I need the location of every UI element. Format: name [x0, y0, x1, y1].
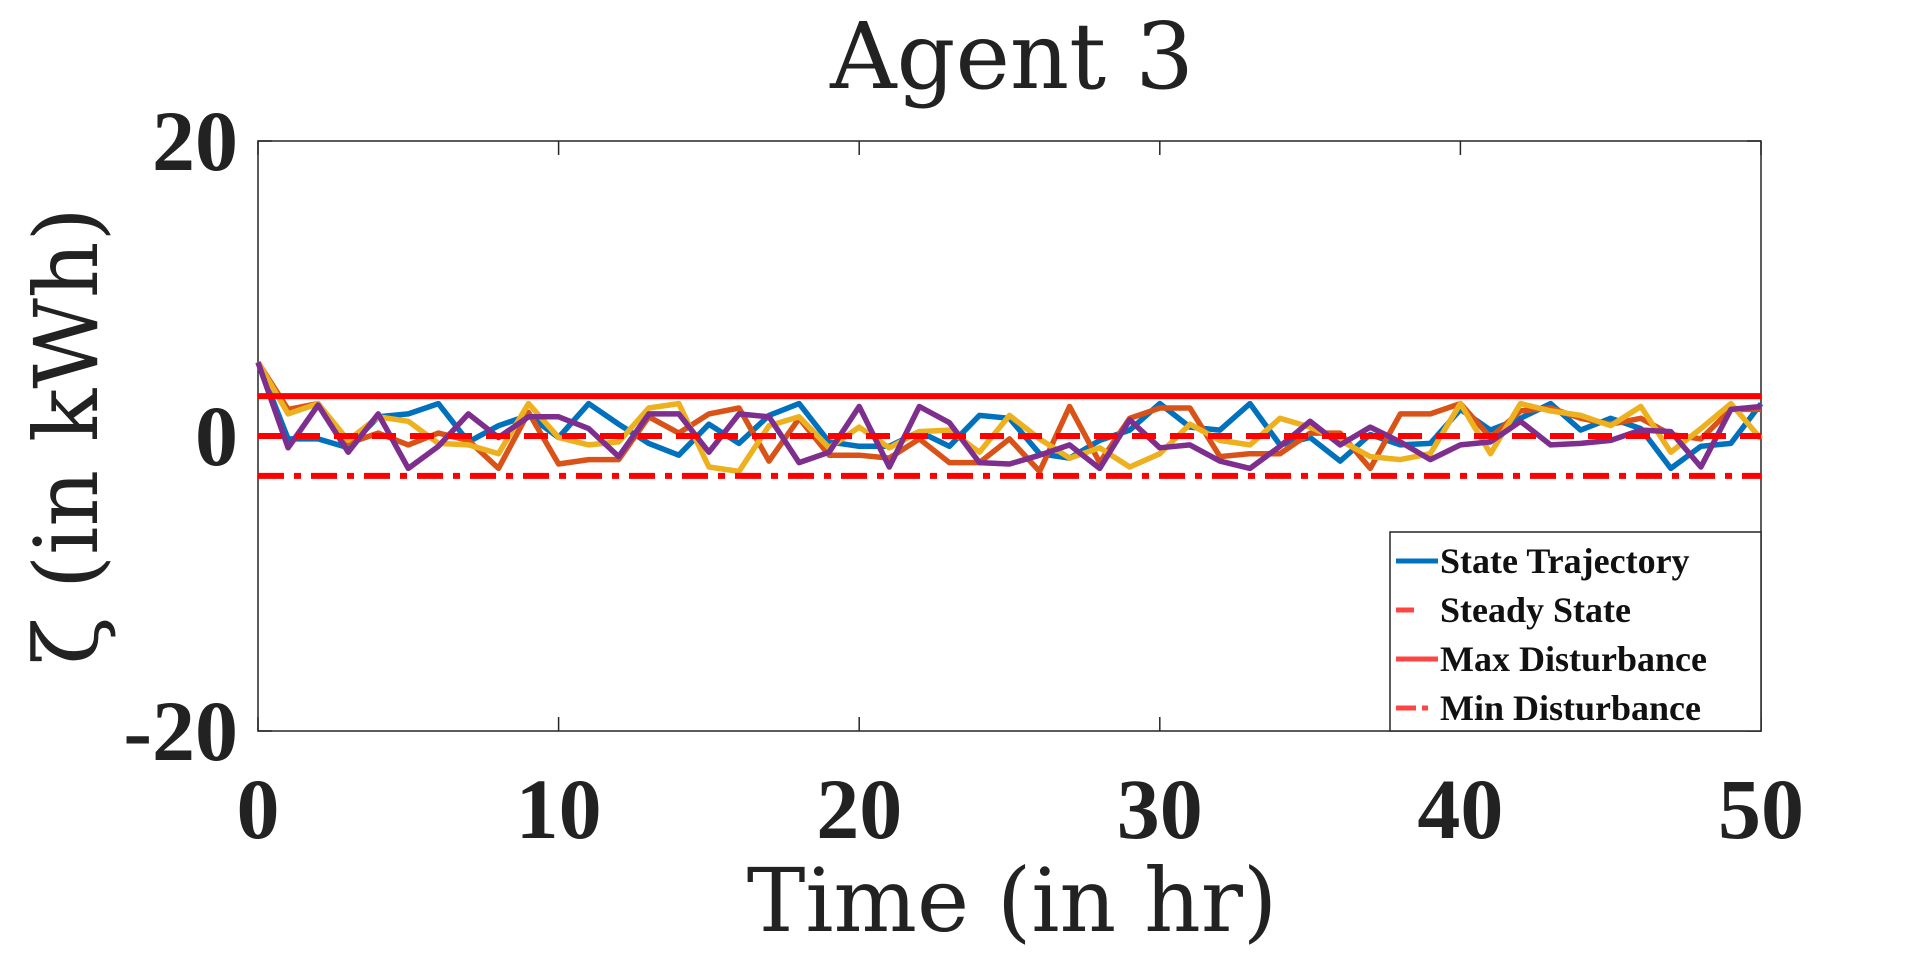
x-axis-label: Time (in hr): [747, 849, 1278, 952]
x-tick-label: 30: [1117, 761, 1203, 857]
x-tick-label: 50: [1718, 761, 1804, 857]
y-tick-label: 0: [195, 388, 238, 484]
legend-label-max-disturbance: Max Disturbance: [1440, 639, 1707, 679]
series-line-4: [255, 361, 1762, 472]
y-axis-label: ζ (in kWh): [15, 207, 118, 665]
chart-title: Agent 3: [829, 3, 1194, 110]
y-tick-label: 20: [152, 93, 238, 189]
legend-label-state-trajectory: State Trajectory: [1440, 541, 1690, 581]
y-tick-label: -20: [123, 683, 238, 779]
legend-box: [1389, 531, 1762, 732]
legend: State Trajectory Steady State Max Distur…: [1389, 531, 1762, 732]
reference-lines: [258, 393, 1761, 479]
x-tick-label: 40: [1417, 761, 1503, 857]
x-tick-label: 0: [237, 761, 280, 857]
x-tick-label: 10: [516, 761, 602, 857]
x-tick-label: 20: [816, 761, 902, 857]
legend-label-min-disturbance: Min Disturbance: [1440, 688, 1701, 728]
legend-label-steady-state: Steady State: [1440, 590, 1631, 630]
